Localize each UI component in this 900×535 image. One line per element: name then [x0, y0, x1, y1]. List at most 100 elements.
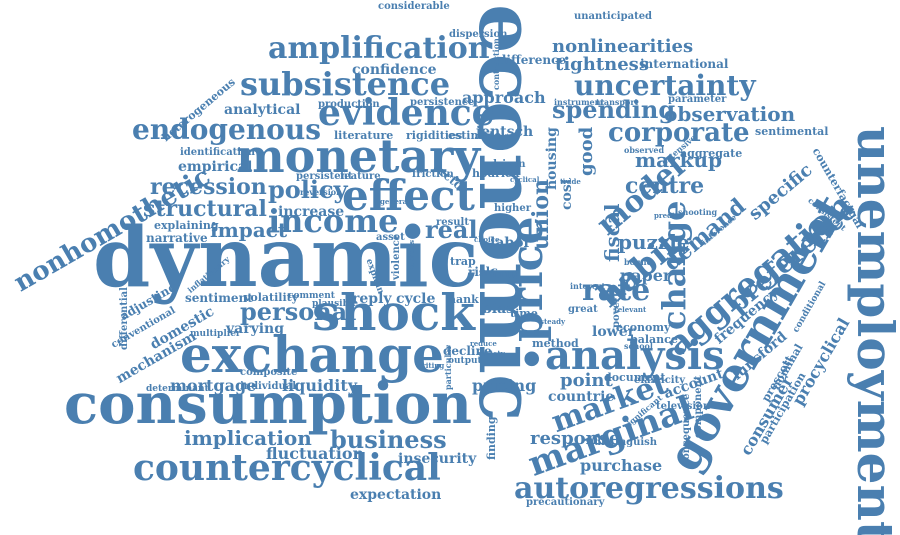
word-determinant: determinant	[146, 384, 209, 394]
word-hodrick: hodrick	[472, 167, 520, 180]
word-mortgage: mortgage	[170, 376, 257, 395]
word-sentimental: sentimental	[755, 125, 829, 138]
word-composite: composite	[240, 367, 298, 378]
word-varying: varying	[226, 321, 285, 337]
word-countercyclical: countercyclical	[133, 447, 441, 489]
word-transport: transport	[596, 97, 639, 107]
word-document: document	[604, 371, 666, 384]
word-dispersion: dispersion	[449, 29, 508, 40]
word-corporate: corporate	[608, 118, 750, 148]
word-balance: balance	[630, 333, 678, 346]
word-result: result	[436, 217, 469, 228]
word-sectoral: sectoral	[408, 240, 417, 272]
word-distinguish: distinguish	[594, 437, 658, 448]
word-elasticity: elasticity	[634, 375, 686, 386]
word-impact: impact	[210, 218, 288, 242]
word-autoregressions: autoregressions	[514, 471, 784, 506]
word-fiscal: fiscal	[600, 203, 624, 262]
word-trade: trade	[560, 177, 581, 186]
word-estimate: estimate	[448, 129, 502, 142]
word-increase: increase	[278, 204, 345, 220]
word-general: general	[380, 197, 410, 206]
word-friction: friction	[412, 169, 454, 180]
word-personal: personal	[240, 297, 357, 326]
word-consequence: consequence	[681, 393, 692, 466]
word-labor: labor	[490, 235, 531, 251]
word-cycle: cycle	[396, 291, 436, 307]
word-tightness: tightness	[555, 54, 649, 75]
word-income: income	[268, 202, 399, 240]
word-trap: trap	[450, 255, 476, 268]
word-subsistence: subsistence	[240, 65, 451, 103]
word-volatility: volatility	[244, 291, 299, 304]
word-consumption: consumption	[64, 371, 473, 437]
word-amplification: amplification	[268, 31, 490, 66]
word-observation: observation	[664, 102, 796, 126]
word-good: good	[576, 126, 597, 176]
word-hank: hank	[448, 293, 479, 306]
word-countrie: countrie	[548, 389, 615, 405]
word-relevant: relevant	[614, 305, 647, 314]
word-unanticipated: unanticipated	[574, 11, 653, 22]
word-time: time	[510, 307, 538, 320]
word-steady: steady	[540, 317, 566, 326]
word-nonlinearities: nonlinearities	[552, 36, 694, 57]
word-shock: shock	[312, 283, 475, 342]
word-asset: asset	[376, 232, 405, 243]
word-response: response	[530, 428, 621, 449]
word-considerable: considerable	[378, 1, 450, 12]
word-persistence: persistence	[410, 97, 475, 108]
word-finding: finding	[485, 416, 498, 460]
word-rigidities: rigidities	[406, 129, 463, 142]
word-reversion: reversion	[300, 187, 342, 197]
word-reply: reply	[352, 291, 392, 307]
word-approach: approach	[462, 88, 546, 107]
word-jentsch: jentsch	[476, 124, 534, 140]
word-violence: violence	[391, 233, 402, 280]
word-difference: difference	[498, 53, 567, 67]
word-centre: centre	[625, 173, 705, 199]
word-implication: implication	[184, 426, 312, 450]
word-structural: structural	[143, 196, 267, 222]
word-output: output	[448, 356, 482, 366]
word-cyclical: cyclical	[510, 175, 540, 184]
word-higher: higher	[494, 203, 531, 214]
word-recession: recession	[150, 174, 267, 200]
word-paper: paper	[620, 266, 672, 285]
word-precautionary: precautionary	[526, 497, 605, 508]
word-explaining: explaining	[154, 219, 219, 232]
word-lower: lower	[592, 324, 635, 340]
word-great: great	[568, 304, 598, 315]
word-individual: individual	[240, 381, 297, 392]
word-unemployment: unemployment	[846, 126, 900, 535]
word-comment: comment	[288, 291, 335, 301]
word-business: business	[330, 425, 447, 454]
word-contraction: contraction	[491, 38, 501, 90]
word-reduce: reduce	[470, 339, 497, 348]
word-endogenous: endogenous	[132, 113, 321, 146]
word-rate: rate	[582, 273, 651, 308]
word-persistent: persistent	[296, 171, 353, 182]
word-exchange: exchange	[180, 325, 444, 384]
word-predict: predict	[654, 211, 683, 220]
word-dynamic: dynamic	[93, 210, 479, 306]
word-purchase: purchase	[580, 456, 663, 475]
word-point: point	[560, 370, 613, 391]
word-housing: housing	[544, 127, 560, 190]
word-particular: particular	[443, 345, 453, 390]
word-aggregate: aggregate	[680, 147, 743, 160]
word-analysis: analysis	[545, 332, 725, 379]
word-literature: literature	[334, 129, 394, 142]
word-policy: policy	[268, 175, 348, 204]
word-insecurity: insecurity	[398, 451, 477, 467]
word-monetary: monetary	[236, 129, 481, 183]
word-pricing: pricing	[472, 376, 537, 395]
word-empirical: empirical	[178, 159, 253, 175]
word-risk: risk	[468, 265, 494, 279]
word-feature: feature	[340, 171, 381, 182]
word-method: method	[532, 337, 579, 350]
word-interest: interest	[570, 281, 606, 291]
word-bias: bias	[482, 301, 515, 317]
word-observed: observed	[624, 145, 665, 155]
